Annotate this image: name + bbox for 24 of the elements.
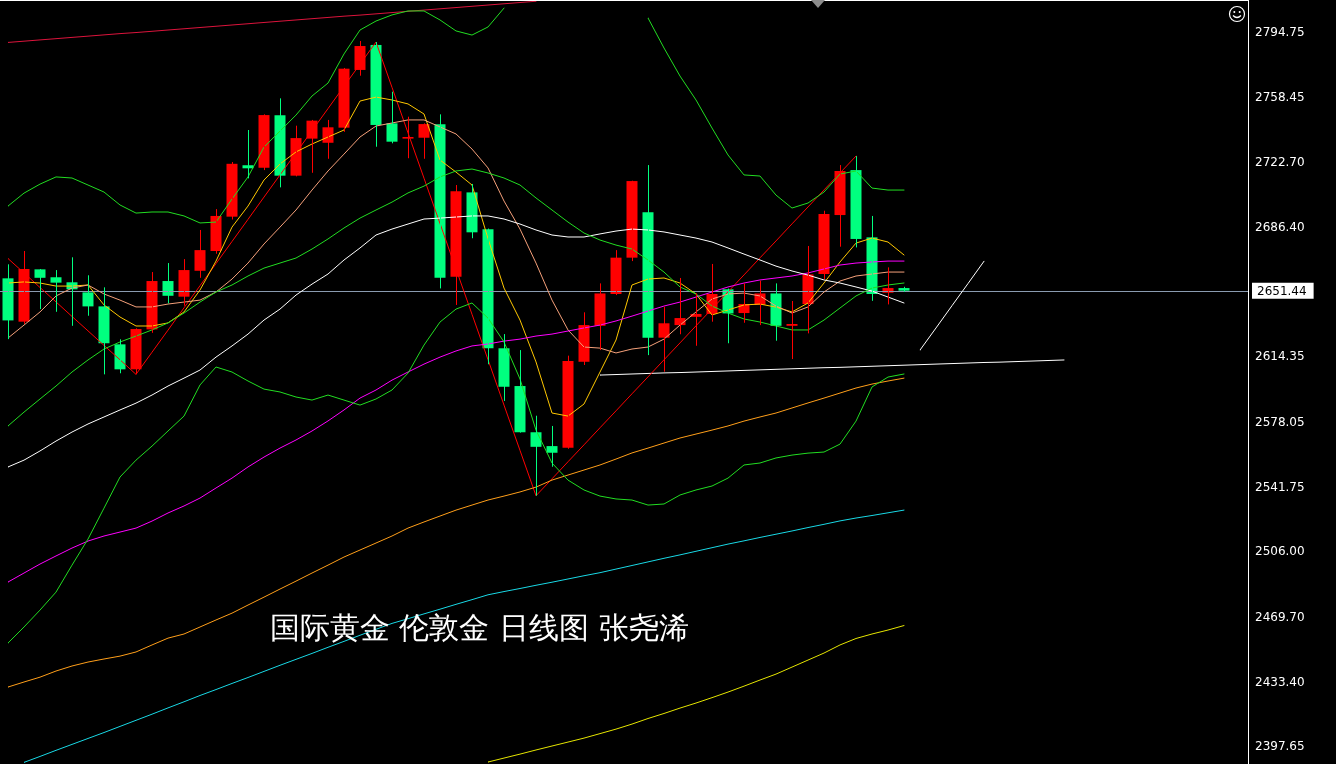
y-tick-label: 2541.75 bbox=[1255, 480, 1305, 495]
candlestick bbox=[594, 282, 606, 351]
y-tick-label: 2722.70 bbox=[1255, 154, 1305, 169]
candlestick bbox=[194, 229, 206, 279]
y-tick-label: 2469.70 bbox=[1255, 609, 1305, 624]
y-tick-label: 2397.65 bbox=[1255, 739, 1305, 754]
candlestick bbox=[498, 333, 510, 402]
y-tick-label: 2794.75 bbox=[1255, 25, 1305, 40]
candlestick bbox=[50, 269, 62, 313]
candlestick bbox=[386, 91, 398, 144]
candlestick bbox=[34, 268, 46, 310]
candlestick bbox=[562, 355, 574, 450]
candlestick bbox=[402, 116, 414, 159]
y-tick-label: 2578.05 bbox=[1255, 414, 1305, 429]
y-tick-label: 2506.00 bbox=[1255, 544, 1305, 559]
candlestick bbox=[546, 425, 558, 468]
candlestick bbox=[786, 300, 798, 360]
y-tick-label: 2614.35 bbox=[1255, 349, 1305, 364]
y-tick-label: 2433.40 bbox=[1255, 674, 1305, 689]
candlestick bbox=[898, 286, 910, 293]
ref-line-label: 2651.44 bbox=[1257, 283, 1307, 298]
y-tick-label: 2686.40 bbox=[1255, 219, 1305, 234]
y-tick-label: 2758.45 bbox=[1255, 90, 1305, 105]
candlestick bbox=[82, 274, 94, 317]
